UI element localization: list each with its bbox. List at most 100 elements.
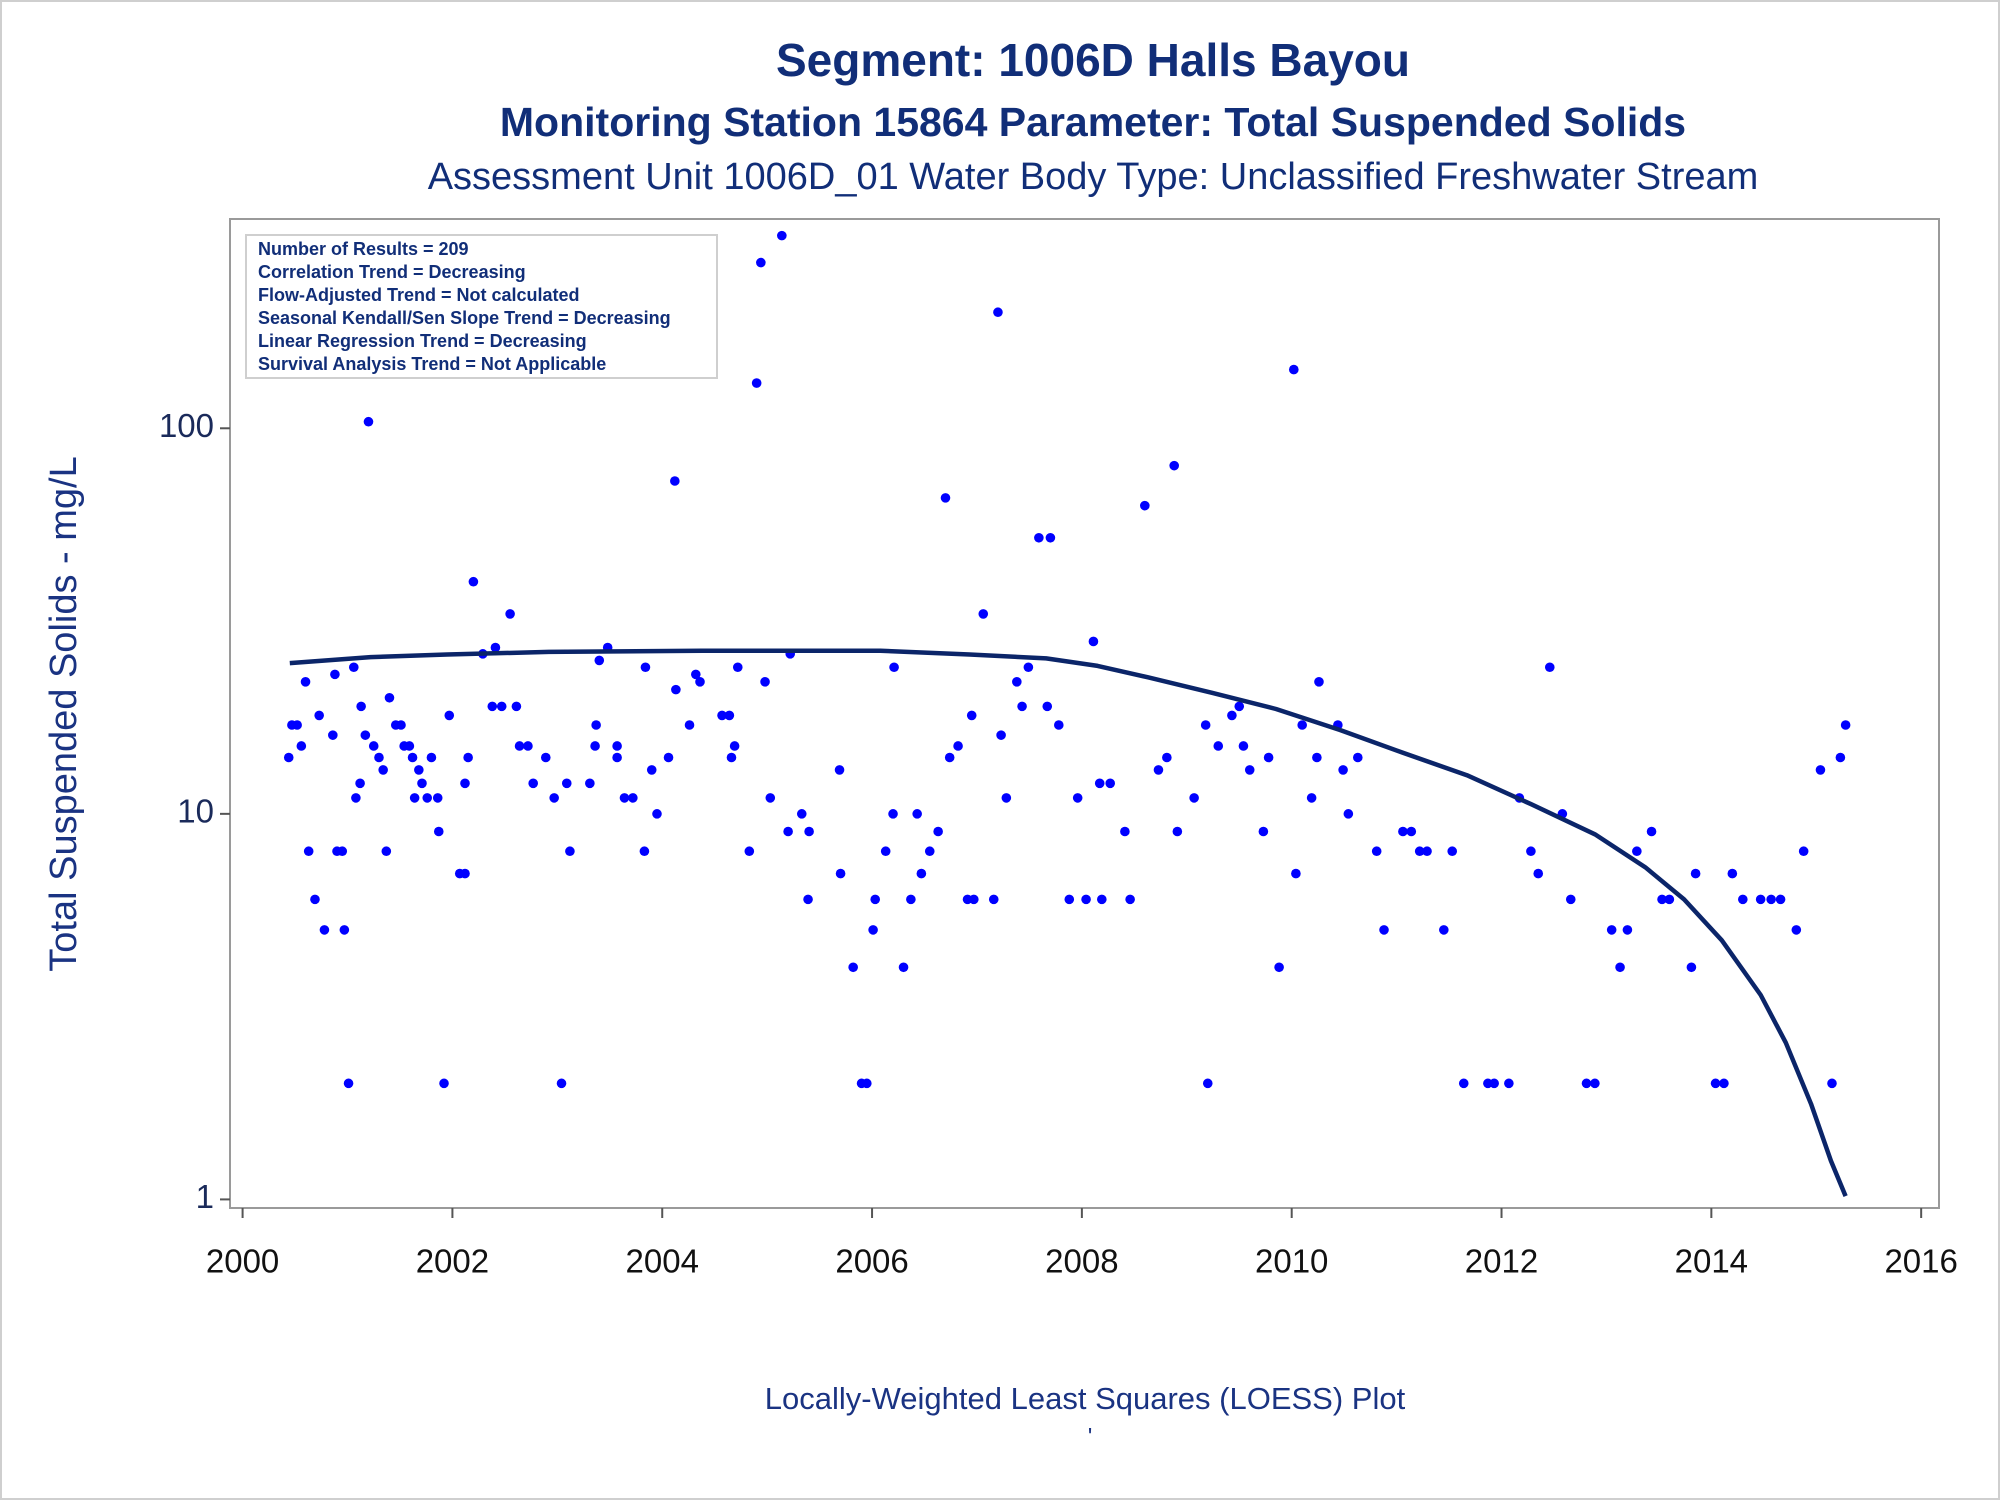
info-text: Correlation Trend = Decreasing <box>258 262 526 282</box>
data-point <box>1169 460 1179 471</box>
data-point <box>1815 765 1826 775</box>
data-point <box>356 701 366 712</box>
data-point <box>1297 720 1307 730</box>
data-point <box>1504 1078 1514 1089</box>
data-point <box>1414 846 1425 857</box>
data-point <box>1690 868 1701 879</box>
chart-subtitle: Assessment Unit 1006D_01 Water Body Type… <box>428 156 1759 198</box>
data-point <box>292 720 302 730</box>
data-point <box>1371 846 1382 857</box>
data-point <box>1738 894 1748 905</box>
data-point <box>1105 778 1116 789</box>
data-point <box>417 778 427 789</box>
data-point <box>729 741 740 751</box>
data-point <box>988 894 999 905</box>
data-point <box>444 710 455 721</box>
data-point <box>556 1078 567 1089</box>
data-point <box>1064 894 1075 905</box>
data-point <box>751 378 762 388</box>
data-point <box>343 1078 354 1089</box>
data-point <box>724 710 735 721</box>
data-point <box>966 710 977 721</box>
data-point <box>1632 846 1642 857</box>
data-point <box>916 868 927 879</box>
data-point <box>404 741 415 751</box>
data-point <box>1227 710 1237 721</box>
data-point <box>1153 765 1164 775</box>
data-point <box>1775 894 1786 905</box>
info-text: Flow-Adjusted Trend = Not calculated <box>258 285 580 305</box>
y-tick-label: 1 <box>196 1178 214 1215</box>
data-point <box>337 846 348 857</box>
data-point <box>1162 752 1172 763</box>
data-point <box>978 609 989 619</box>
data-point <box>612 752 622 763</box>
data-point <box>565 846 575 857</box>
footnote: ' <box>1088 1423 1093 1450</box>
data-point <box>328 730 338 740</box>
data-point <box>732 662 743 673</box>
data-point <box>1072 793 1083 803</box>
data-point <box>1034 532 1044 543</box>
data-point <box>1312 752 1322 763</box>
data-point <box>652 809 662 819</box>
data-point <box>384 692 395 703</box>
data-point <box>463 752 473 763</box>
data-point <box>1234 701 1245 712</box>
data-point <box>514 741 525 751</box>
data-point <box>906 894 916 905</box>
y-tick-label: 10 <box>177 793 214 830</box>
x-tick-label: 2010 <box>1255 1243 1328 1280</box>
data-point <box>460 778 470 789</box>
data-point <box>1288 364 1299 375</box>
data-point <box>1001 793 1012 803</box>
data-point <box>888 809 898 819</box>
info-text: Seasonal Kendall/Sen Slope Trend = Decre… <box>258 308 671 328</box>
x-tick-label: 2014 <box>1675 1243 1748 1280</box>
data-point <box>835 868 846 879</box>
data-point <box>1622 925 1633 935</box>
data-point <box>783 826 793 837</box>
data-point <box>1664 894 1675 905</box>
data-point <box>1338 765 1348 775</box>
data-point <box>777 230 787 241</box>
data-point <box>505 609 515 619</box>
data-point <box>760 677 770 687</box>
data-point <box>612 741 622 751</box>
data-point <box>432 793 443 803</box>
info-text: Survival Analysis Trend = Not Applicable <box>258 354 606 374</box>
data-point <box>1835 752 1846 763</box>
data-point <box>330 669 340 680</box>
data-point <box>1710 1078 1721 1089</box>
x-tick-label: 2000 <box>206 1243 279 1280</box>
data-point <box>898 962 909 973</box>
data-point <box>1023 662 1034 673</box>
data-point <box>396 720 406 730</box>
data-point <box>1140 500 1150 511</box>
data-point <box>523 741 533 751</box>
data-point <box>695 677 705 687</box>
data-point <box>924 846 935 857</box>
data-point <box>726 752 737 763</box>
data-point <box>378 765 388 775</box>
data-point <box>717 710 727 721</box>
data-point <box>691 669 701 680</box>
data-point <box>1615 962 1625 973</box>
data-point <box>1202 1078 1213 1089</box>
x-tick-label: 2006 <box>835 1243 908 1280</box>
data-point <box>1314 677 1324 687</box>
plot-area <box>229 218 1940 1209</box>
data-point <box>1533 868 1544 879</box>
data-point <box>1352 752 1363 763</box>
data-point <box>1544 662 1555 673</box>
data-point <box>1088 636 1099 647</box>
data-point <box>1053 720 1064 730</box>
data-point <box>496 701 507 712</box>
info-text: Linear Regression Trend = Decreasing <box>258 331 587 351</box>
data-point <box>756 257 766 268</box>
data-point <box>283 752 294 763</box>
data-point <box>1125 894 1135 905</box>
data-point <box>1526 846 1536 857</box>
info-box <box>245 234 718 379</box>
